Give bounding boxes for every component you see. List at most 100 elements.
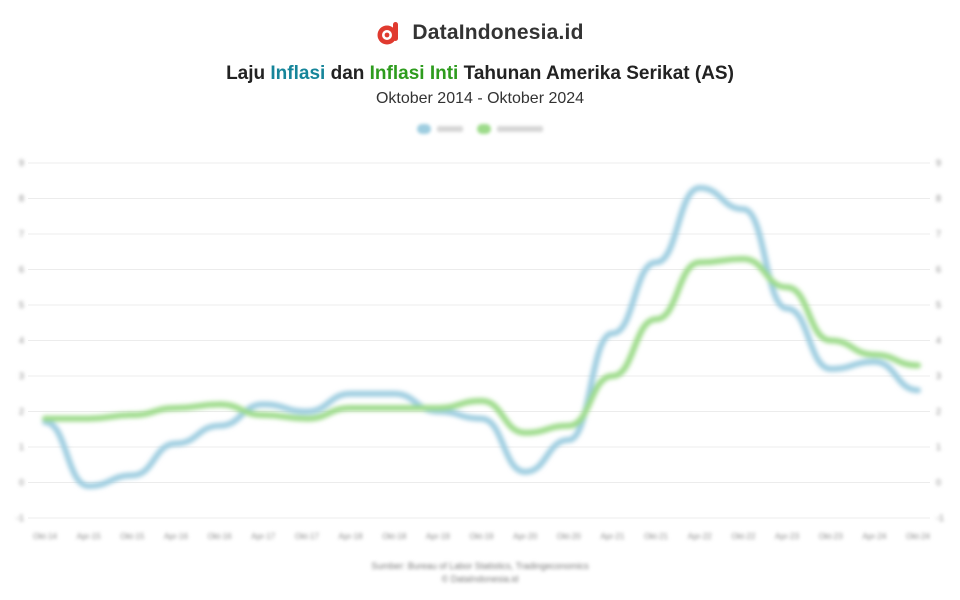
chart-title: Laju Inflasi dan Inflasi Inti Tahunan Am…: [0, 63, 960, 85]
title-inflasi-inti: Inflasi Inti: [369, 63, 459, 84]
y-tick-label: 7: [19, 229, 24, 239]
x-tick-label: Okt-18: [382, 532, 407, 541]
x-tick-label: Okt-21: [644, 532, 669, 541]
data-point-inflasi-inti[interactable]: [566, 423, 571, 428]
data-point-inflasi[interactable]: [173, 441, 178, 446]
data-point-inflasi[interactable]: [741, 207, 746, 212]
data-point-inflasi-inti[interactable]: [392, 405, 397, 410]
y-axis-ticks: -1 0 1 2 3 4 5 6 7 8 9: [16, 158, 24, 523]
data-point-inflasi[interactable]: [348, 391, 353, 396]
x-tick-label: Apr-21: [600, 532, 625, 541]
data-point-inflasi[interactable]: [86, 484, 91, 489]
data-point-inflasi-inti[interactable]: [828, 338, 833, 343]
data-point-inflasi[interactable]: [217, 423, 222, 428]
title-part-1: Laju: [226, 63, 271, 84]
series-line-inflasi[interactable]: [42, 184, 921, 490]
data-point-inflasi-inti[interactable]: [86, 416, 91, 421]
x-tick-label: Apr-19: [426, 532, 451, 541]
data-point-inflasi-inti[interactable]: [435, 405, 440, 410]
x-tick-label: Apr-16: [164, 532, 189, 541]
y-tick-label: 3: [19, 371, 24, 381]
data-point-inflasi-inti[interactable]: [697, 260, 702, 265]
x-tick-label: Okt-19: [469, 532, 494, 541]
data-point-inflasi-inti[interactable]: [872, 352, 877, 357]
data-point-inflasi[interactable]: [566, 437, 571, 442]
y-right-tick-label: 8: [936, 194, 941, 204]
data-point-inflasi-inti[interactable]: [173, 405, 178, 410]
data-point-inflasi[interactable]: [697, 185, 702, 190]
y-right-tick-label: 2: [936, 407, 941, 417]
data-point-inflasi-inti[interactable]: [348, 405, 353, 410]
data-point-inflasi-inti[interactable]: [785, 285, 790, 290]
data-point-inflasi-inti[interactable]: [130, 413, 135, 418]
series-line-inflasi-inti[interactable]: [42, 255, 921, 436]
title-part-3: dan: [325, 63, 370, 84]
chart-legend: [0, 124, 960, 134]
data-point-inflasi[interactable]: [523, 469, 528, 474]
data-point-inflasi[interactable]: [654, 260, 659, 265]
source-line-2: © DataIndonesia.id: [441, 574, 519, 584]
data-point-inflasi[interactable]: [261, 402, 266, 407]
y-right-tick-label: 9: [936, 158, 941, 168]
x-tick-label: Okt-15: [120, 532, 145, 541]
y-tick-label: 5: [19, 300, 24, 310]
x-tick-label: Okt-17: [295, 532, 320, 541]
data-point-inflasi[interactable]: [479, 416, 484, 421]
x-tick-label: Apr-24: [862, 532, 887, 541]
x-tick-label: Okt-24: [906, 532, 931, 541]
data-point-inflasi[interactable]: [610, 331, 615, 336]
data-point-inflasi-inti[interactable]: [479, 398, 484, 403]
y-right-tick-label: 1: [936, 442, 941, 452]
data-point-inflasi-inti[interactable]: [523, 430, 528, 435]
x-tick-label: Apr-15: [77, 532, 102, 541]
legend-item-inflasi-inti[interactable]: [477, 124, 543, 134]
data-point-inflasi-inti[interactable]: [261, 413, 266, 418]
y-tick-label: 0: [19, 478, 24, 488]
legend-item-inflasi[interactable]: [417, 124, 463, 134]
series-layer: [42, 184, 921, 490]
y-tick-label: 2: [19, 407, 24, 417]
grid-lines: [28, 162, 930, 519]
brand-header: DataIndonesia.id: [0, 20, 960, 46]
data-point-inflasi-inti[interactable]: [654, 317, 659, 322]
y-tick-label: 4: [19, 336, 24, 346]
data-point-inflasi[interactable]: [392, 391, 397, 396]
data-point-inflasi-inti[interactable]: [304, 416, 309, 421]
x-tick-label: Okt-22: [731, 532, 756, 541]
data-point-inflasi[interactable]: [828, 366, 833, 371]
x-tick-label: Apr-17: [251, 532, 276, 541]
legend-swatch-inflasi: [417, 124, 431, 134]
data-point-inflasi[interactable]: [872, 359, 877, 364]
y-right-tick-label: 6: [936, 265, 941, 275]
x-axis-ticks: Okt-14 Apr-15 Okt-15 Apr-16 Okt-16 Apr-17 Okt-…: [33, 532, 931, 541]
y-right-tick-label: -1: [936, 513, 944, 523]
x-tick-label: Okt-16: [208, 532, 233, 541]
y-right-tick-label: 7: [936, 229, 941, 239]
legend-swatch-inflasi-inti: [477, 124, 491, 134]
chart-subtitle: Oktober 2014 - Oktober 2024: [375, 90, 585, 107]
y-right-tick-label: 4: [936, 336, 941, 346]
x-tick-label: Okt-14: [33, 532, 58, 541]
legend-label-inflasi-inti: [497, 126, 543, 132]
y-tick-label: 6: [19, 265, 24, 275]
data-point-inflasi-inti[interactable]: [43, 416, 47, 421]
chart-source: Sumber: Bureau of Labor Statistics, Trad…: [0, 560, 960, 586]
data-point-inflasi-inti[interactable]: [610, 374, 615, 378]
y-tick-label: -1: [16, 513, 24, 523]
data-point-inflasi[interactable]: [304, 409, 309, 414]
title-inflasi: Inflasi: [270, 63, 326, 84]
y-right-tick-label: 3: [936, 371, 941, 381]
legend-label-inflasi: [437, 126, 463, 132]
y-right-tick-label: 0: [936, 478, 941, 488]
data-point-inflasi-inti[interactable]: [916, 363, 920, 368]
data-point-inflasi-inti[interactable]: [217, 402, 222, 407]
y-tick-label: 9: [19, 158, 24, 168]
brand-name: DataIndonesia.id: [412, 21, 584, 44]
x-tick-label: Apr-20: [513, 532, 538, 541]
x-tick-label: Okt-23: [819, 532, 844, 541]
data-point-inflasi[interactable]: [785, 306, 790, 311]
data-point-inflasi-inti[interactable]: [741, 256, 746, 261]
data-point-inflasi[interactable]: [916, 388, 920, 393]
data-point-inflasi[interactable]: [130, 473, 135, 478]
